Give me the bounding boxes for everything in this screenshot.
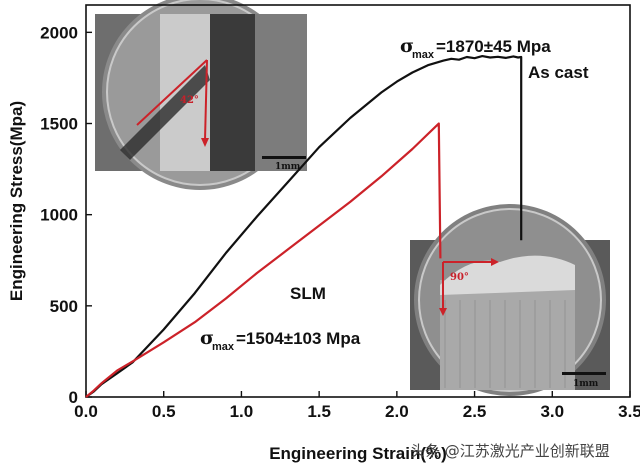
inset-bottom-scale-label: 1mm [573, 379, 599, 389]
y-tick-label: 0 [69, 388, 78, 407]
inset-top-scale-label: 1mm [275, 162, 301, 172]
series-line-as-cast [85, 54, 523, 398]
inset-top-angle-label: 42° [180, 95, 199, 106]
slm-sigma: σ [200, 327, 214, 349]
ascast-sigma-sub: max [412, 49, 435, 61]
x-tick-label: 1.5 [307, 402, 331, 421]
x-axis: 0.0 0.5 1.0 1.5 2.0 2.5 3.0 3.5 [74, 391, 640, 421]
y-tick-label: 1000 [40, 206, 78, 225]
y-axis: 0 500 1000 1500 2000 [40, 23, 92, 407]
slm-sigma-value: =1504±103 Mpa [236, 329, 361, 348]
x-tick-label: 3.0 [540, 402, 564, 421]
slm-annotation: SLM σ max =1504±103 Mpa [200, 284, 361, 353]
x-tick-label: 1.0 [230, 402, 254, 421]
slm-sigma-sub: max [212, 341, 235, 353]
y-tick-label: 2000 [40, 23, 78, 42]
ascast-label: As cast [528, 63, 589, 82]
x-tick-label: 2.5 [463, 402, 487, 421]
inset-fractograph-top: 42° 1mm [95, 0, 307, 190]
ascast-sigma-value: =1870±45 Mpa [436, 37, 551, 56]
inset-bottom-angle-label: 90° [450, 272, 469, 283]
x-tick-label: 0.0 [74, 402, 98, 421]
y-axis-title: Engineering Stress(Mpa) [7, 101, 26, 301]
watermark-text: 头条 @江苏激光产业创新联盟 [410, 442, 610, 460]
x-tick-label: 3.5 [618, 402, 640, 421]
y-tick-label: 1500 [40, 115, 78, 134]
y-tick-label: 500 [50, 297, 78, 316]
ascast-annotation: σ max =1870±45 Mpa As cast [400, 35, 589, 82]
inset-fractograph-bottom: 90° 1mm [410, 204, 610, 396]
slm-label: SLM [290, 284, 326, 303]
series-layer [85, 54, 523, 398]
x-tick-label: 0.5 [152, 402, 176, 421]
ascast-sigma: σ [400, 35, 414, 57]
x-axis-title: Engineering Strain(%) [269, 444, 447, 463]
series-line-slm [85, 122, 442, 398]
x-tick-label: 2.0 [385, 402, 409, 421]
plot-frame [85, 4, 631, 398]
